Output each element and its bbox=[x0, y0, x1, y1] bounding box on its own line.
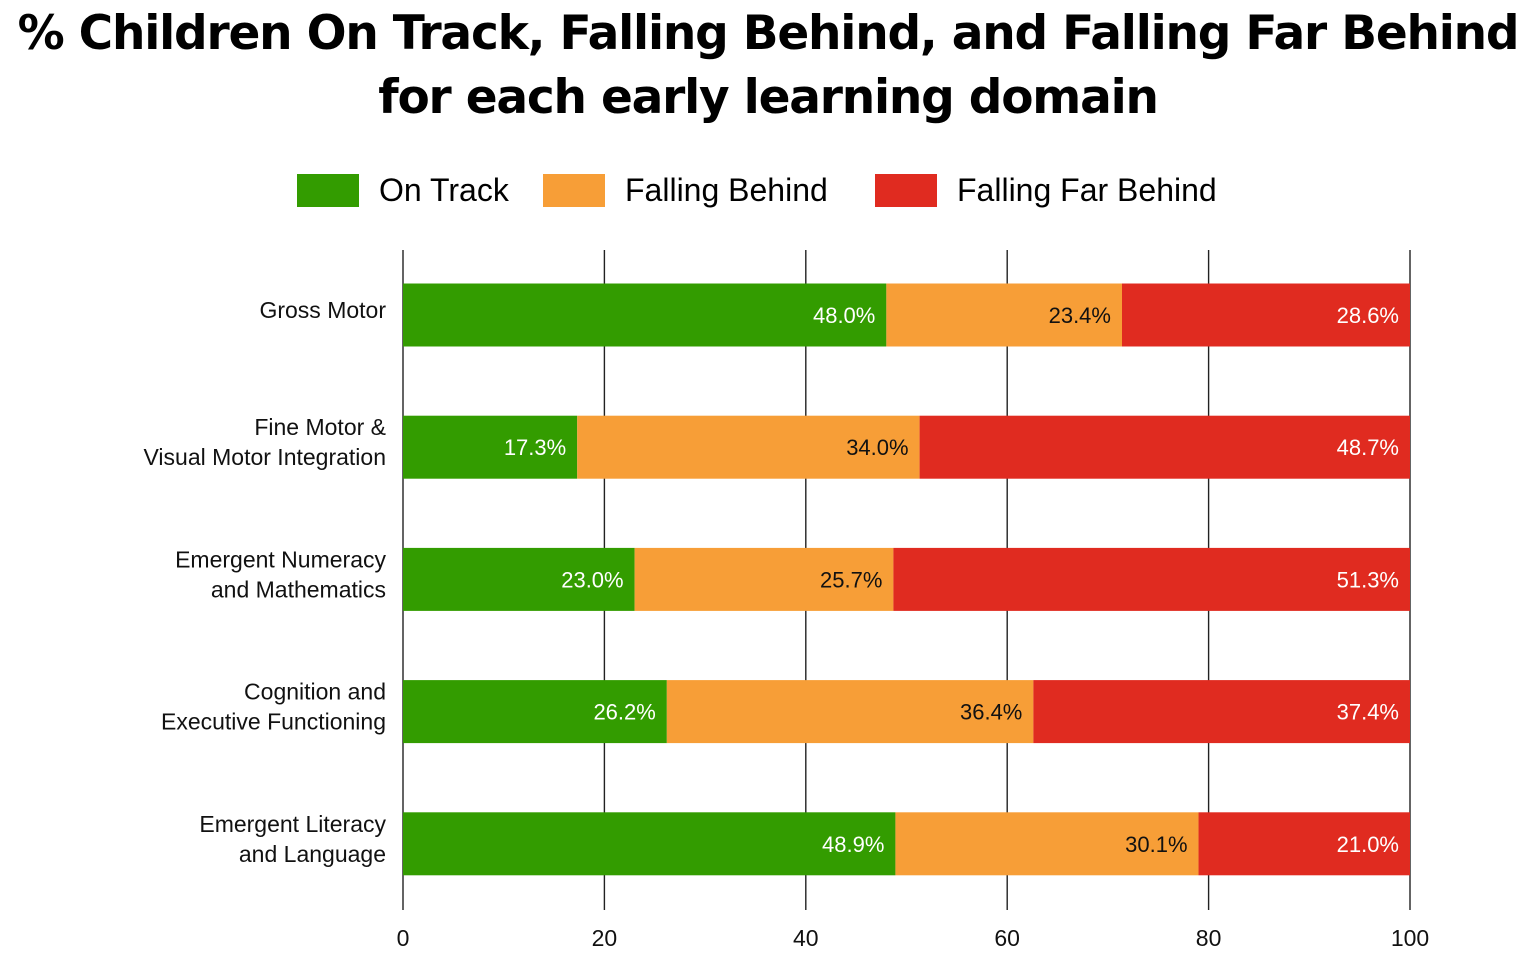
chart-title: % Children On Track, Falling Behind, and… bbox=[0, 2, 1536, 130]
y-axis-category-labels: Gross Motor Fine Motor & Visual Motor Inte… bbox=[144, 297, 387, 867]
bar-on-track-3 bbox=[403, 547, 635, 611]
legend-label-on-track: On Track bbox=[379, 172, 509, 208]
bar-falling-behind-1 bbox=[886, 283, 1122, 347]
data-label-falling-behind-3: 25.7% bbox=[820, 567, 882, 592]
chart-title-line-2: for each early learning domain bbox=[378, 70, 1159, 125]
category-label-1-line-1: Gross Motor bbox=[259, 297, 386, 323]
data-label-falling-far-behind-5: 21.0% bbox=[1337, 832, 1399, 857]
chart-title-line-1: % Children On Track, Falling Behind, and… bbox=[17, 6, 1520, 61]
data-label-falling-far-behind-3: 51.3% bbox=[1337, 567, 1399, 592]
bar-falling-behind-3 bbox=[634, 547, 894, 611]
category-label-5-line-1: Emergent Literacy bbox=[199, 811, 386, 837]
bar-on-track-5 bbox=[403, 812, 896, 876]
bar-falling-far-behind-4 bbox=[1033, 680, 1410, 744]
data-label-falling-behind-1: 23.4% bbox=[1049, 303, 1111, 328]
bar-falling-behind-4 bbox=[666, 680, 1034, 744]
x-tick-label-60: 60 bbox=[994, 925, 1020, 951]
x-tick-label-0: 0 bbox=[397, 925, 410, 951]
data-label-on-track-2: 17.3% bbox=[504, 435, 566, 460]
chart-legend: On Track Falling Behind Falling Far Behi… bbox=[0, 168, 1536, 212]
category-label-4-line-2: Executive Functioning bbox=[161, 709, 386, 735]
data-label-falling-behind-5: 30.1% bbox=[1125, 832, 1187, 857]
category-label-4-line-1: Cognition and bbox=[244, 679, 386, 705]
bar-falling-behind-2 bbox=[577, 415, 920, 479]
bar-falling-far-behind-1 bbox=[1121, 283, 1410, 347]
legend-swatch-falling-far-behind bbox=[875, 174, 937, 207]
data-labels: 48.0% 23.4% 28.6% 17.3% 34.0% 48.7% 23.0% 25.7%… bbox=[504, 303, 1399, 857]
data-label-falling-behind-2: 34.0% bbox=[846, 435, 908, 460]
data-label-on-track-1: 48.0% bbox=[813, 303, 875, 328]
bar-on-track-4 bbox=[403, 680, 667, 744]
legend-swatch-falling-behind bbox=[543, 174, 605, 207]
bar-falling-far-behind-5 bbox=[1198, 812, 1410, 876]
bar-falling-behind-5 bbox=[895, 812, 1199, 876]
category-label-2-line-1: Fine Motor & bbox=[254, 414, 386, 440]
category-label-3-line-2: and Mathematics bbox=[211, 576, 386, 602]
x-tick-label-100: 100 bbox=[1391, 925, 1429, 951]
data-label-falling-far-behind-1: 28.6% bbox=[1337, 303, 1399, 328]
data-label-falling-far-behind-2: 48.7% bbox=[1337, 435, 1399, 460]
bar-falling-far-behind-3 bbox=[893, 547, 1410, 611]
bar-falling-far-behind-2 bbox=[919, 415, 1410, 479]
x-tick-label-40: 40 bbox=[793, 925, 819, 951]
x-tick-label-80: 80 bbox=[1196, 925, 1222, 951]
legend-swatch-on-track bbox=[297, 174, 359, 207]
category-label-3-line-1: Emergent Numeracy bbox=[175, 546, 386, 572]
category-label-5-line-2: and Language bbox=[239, 841, 386, 867]
data-label-on-track-3: 23.0% bbox=[561, 567, 623, 592]
category-label-2-line-2: Visual Motor Integration bbox=[144, 444, 387, 470]
legend-label-falling-behind: Falling Behind bbox=[625, 172, 828, 208]
data-label-falling-far-behind-4: 37.4% bbox=[1337, 700, 1399, 725]
x-tick-label-20: 20 bbox=[592, 925, 618, 951]
bar-on-track-2 bbox=[403, 415, 578, 479]
bars bbox=[403, 283, 1410, 876]
legend-label-falling-far-behind: Falling Far Behind bbox=[957, 172, 1217, 208]
data-label-on-track-5: 48.9% bbox=[822, 832, 884, 857]
data-label-falling-behind-4: 36.4% bbox=[960, 700, 1022, 725]
data-label-on-track-4: 26.2% bbox=[593, 700, 655, 725]
x-axis-tick-labels: 0 20 40 60 80 100 bbox=[397, 925, 1430, 951]
bar-on-track-1 bbox=[403, 283, 887, 347]
